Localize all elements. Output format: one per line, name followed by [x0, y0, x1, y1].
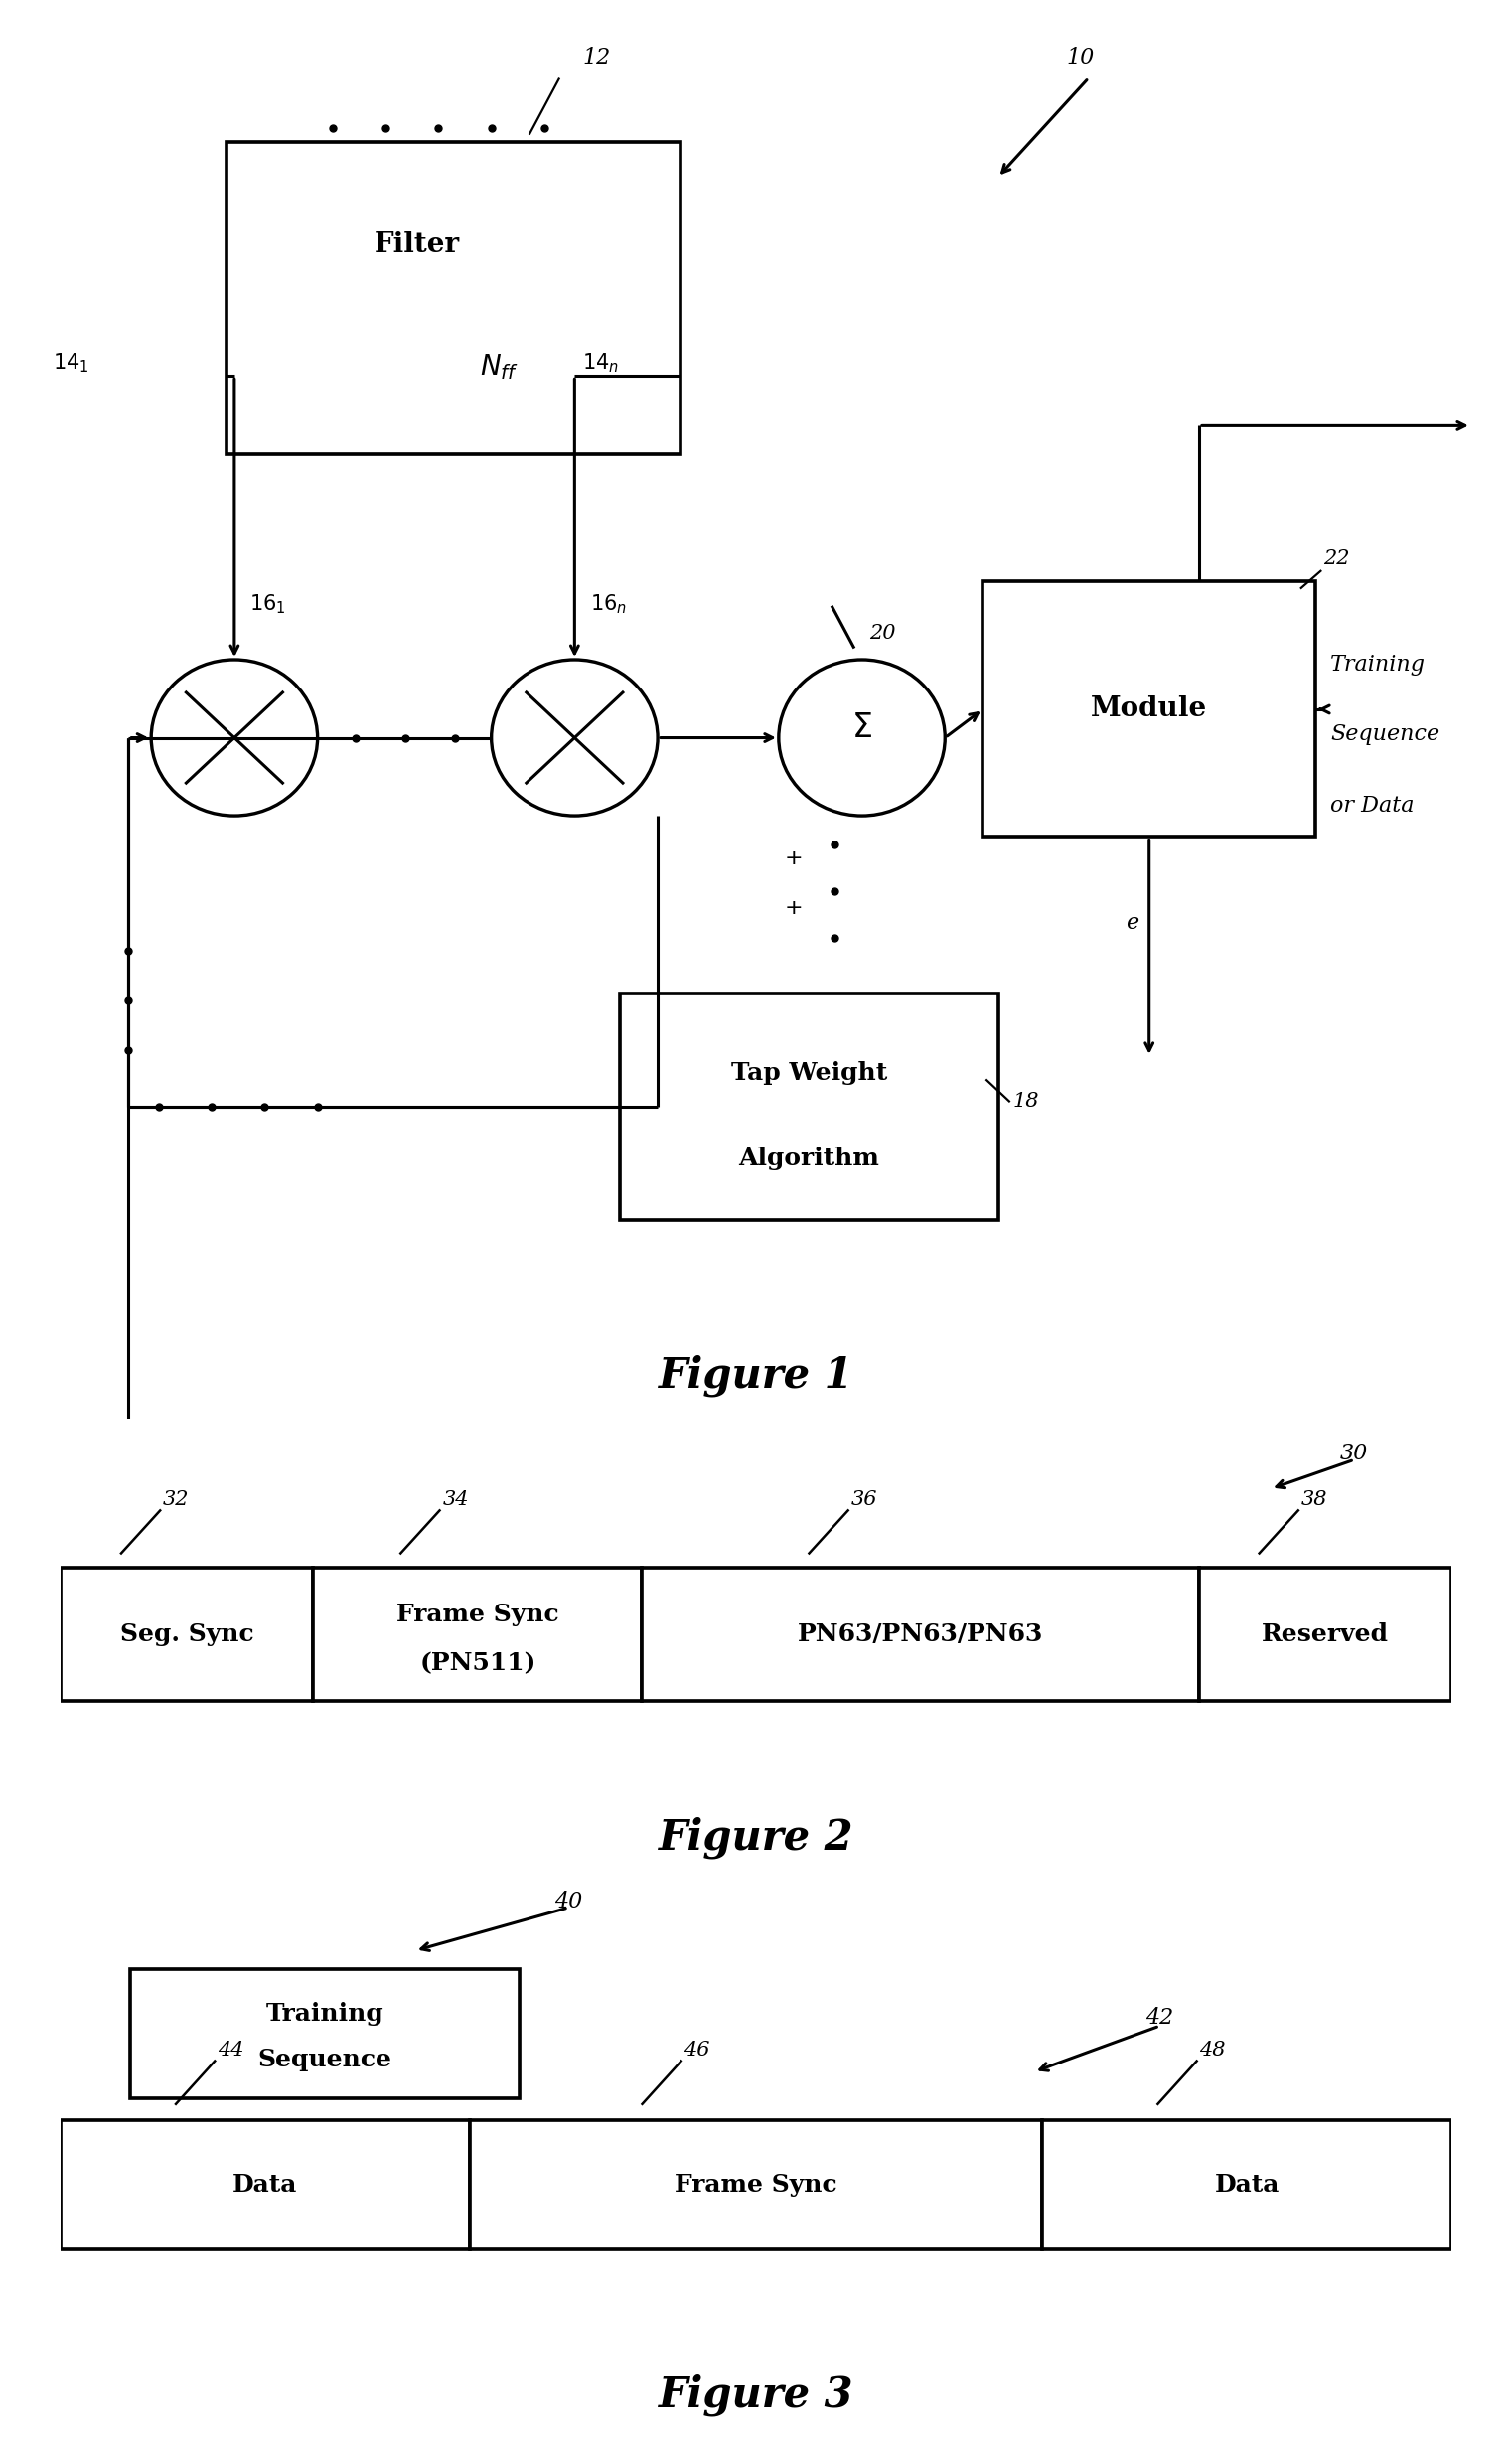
Bar	[1199, 1568, 1452, 1700]
Text: $N_{ff}$: $N_{ff}$	[479, 352, 519, 382]
Text: Filter: Filter	[375, 232, 460, 259]
Text: 44: 44	[218, 2040, 243, 2060]
Text: 36: 36	[851, 1490, 877, 1509]
Text: 18: 18	[1013, 1091, 1039, 1110]
Text: 12: 12	[582, 46, 611, 68]
Text: e: e	[1126, 912, 1139, 934]
Circle shape	[779, 660, 945, 817]
Text: Data: Data	[233, 2172, 298, 2197]
Text: 40: 40	[555, 1891, 582, 1913]
Text: Algorithm: Algorithm	[738, 1147, 880, 1172]
Text: 34: 34	[443, 1490, 469, 1509]
Text: 20: 20	[869, 624, 895, 643]
Text: Training: Training	[266, 2001, 384, 2025]
Text: Module: Module	[1090, 697, 1208, 722]
Text: Frame Sync: Frame Sync	[674, 2172, 838, 2197]
Text: Figure 3: Figure 3	[658, 2373, 854, 2417]
Text: Figure 1: Figure 1	[658, 1355, 854, 1397]
Text: $\Sigma$: $\Sigma$	[851, 712, 872, 744]
Text: Figure 2: Figure 2	[658, 1817, 854, 1859]
Text: PN63/PN63/PN63: PN63/PN63/PN63	[797, 1622, 1043, 1646]
Text: 46: 46	[683, 2040, 711, 2060]
Text: Sequence: Sequence	[1331, 724, 1439, 746]
Text: 38: 38	[1300, 1490, 1328, 1509]
Text: Data: Data	[1214, 2172, 1279, 2197]
Text: Training: Training	[1331, 653, 1426, 675]
Text: or Data: or Data	[1331, 795, 1415, 817]
Bar	[60, 1568, 313, 1700]
Text: Sequence: Sequence	[257, 2047, 392, 2072]
Text: 42: 42	[1146, 2006, 1173, 2028]
Bar	[227, 142, 680, 455]
Text: (PN511): (PN511)	[419, 1651, 537, 1676]
Circle shape	[491, 660, 658, 817]
Bar	[60, 2121, 470, 2250]
Text: Frame Sync: Frame Sync	[396, 1602, 559, 1627]
Text: 30: 30	[1340, 1443, 1368, 1465]
Text: 10: 10	[1066, 46, 1095, 68]
Bar	[313, 1568, 643, 1700]
Bar	[1042, 2121, 1452, 2250]
Text: Tap Weight: Tap Weight	[730, 1062, 888, 1084]
Text: +: +	[785, 849, 803, 868]
Bar	[983, 582, 1315, 837]
Text: Reserved: Reserved	[1261, 1622, 1388, 1646]
Bar	[620, 993, 998, 1221]
Bar	[643, 1568, 1199, 1700]
Text: $16_n$: $16_n$	[590, 592, 626, 616]
Text: 32: 32	[163, 1490, 189, 1509]
Text: 48: 48	[1199, 2040, 1226, 2060]
Text: $16_1$: $16_1$	[249, 592, 286, 616]
Text: $14_n$: $14_n$	[582, 350, 618, 374]
Circle shape	[151, 660, 318, 817]
Text: Seg. Sync: Seg. Sync	[119, 1622, 254, 1646]
Text: $14_1$: $14_1$	[53, 350, 89, 374]
Bar	[470, 2121, 1042, 2250]
Bar	[130, 1969, 520, 2099]
Text: 22: 22	[1323, 550, 1349, 567]
Text: +: +	[785, 898, 803, 917]
